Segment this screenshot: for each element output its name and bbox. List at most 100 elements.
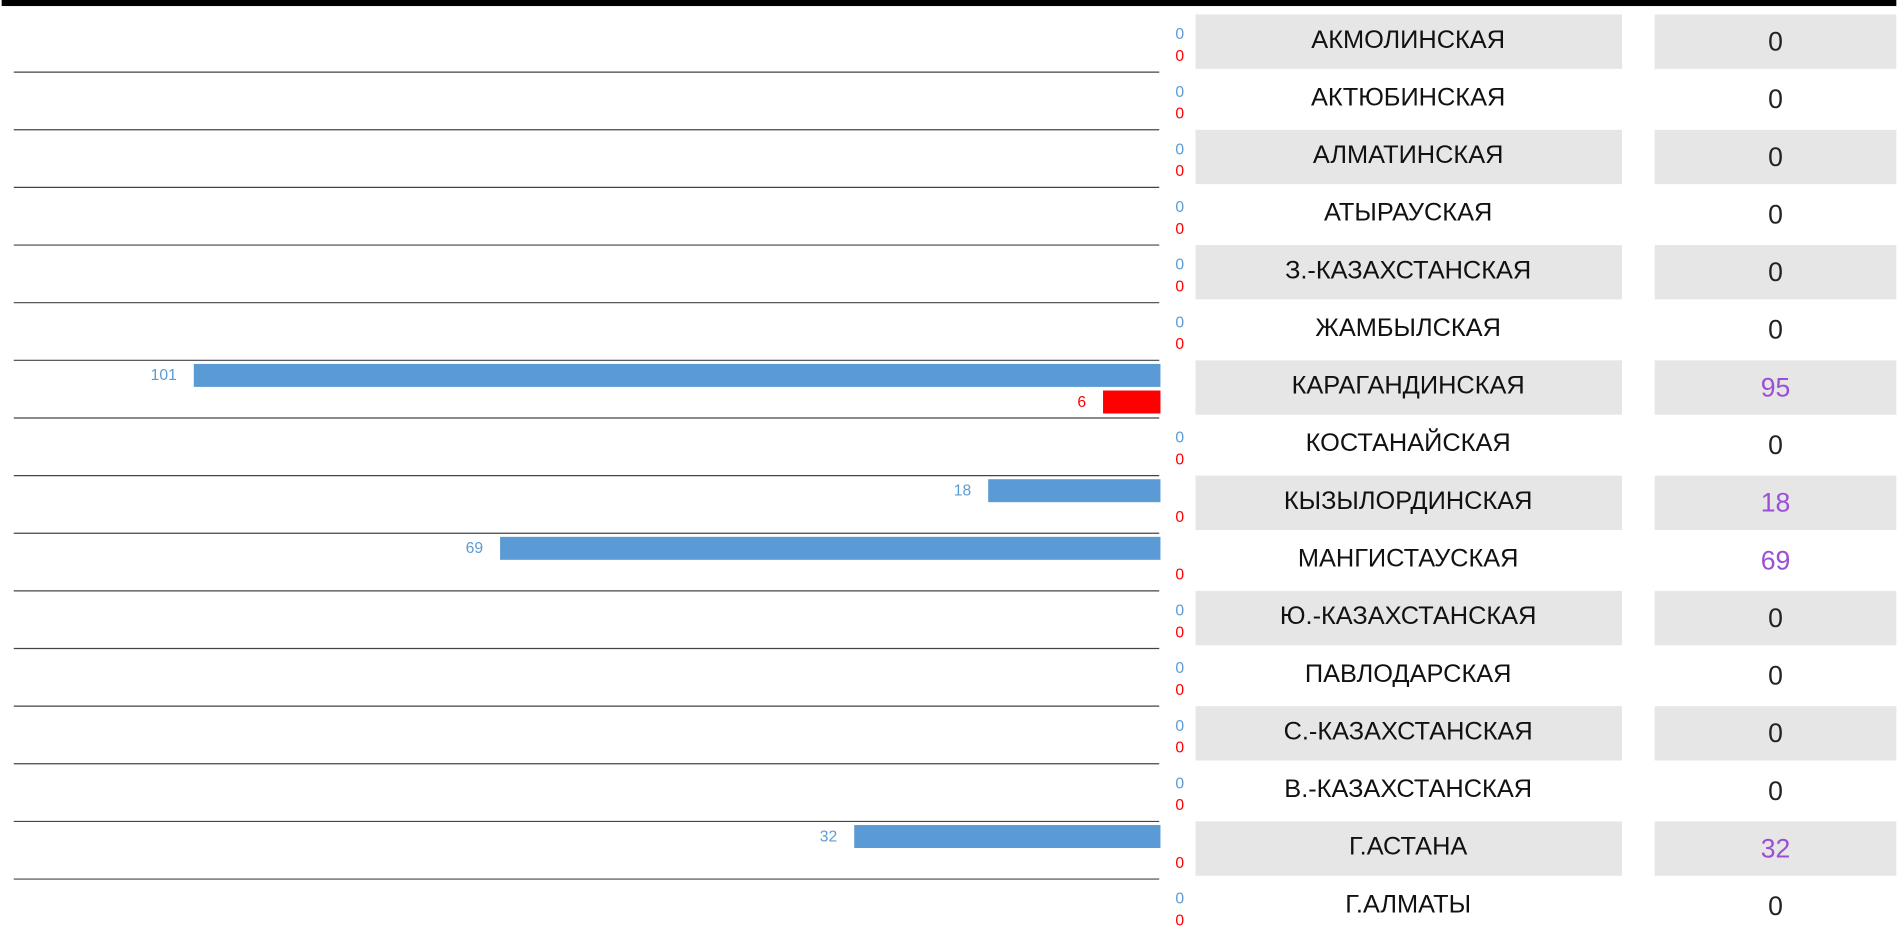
red-value-label: 0: [1175, 740, 1184, 757]
region-name: АКМОЛИНСКАЯ: [1311, 26, 1505, 54]
region-name: КАРАГАНДИНСКАЯ: [1292, 372, 1525, 400]
region-name: КЫЗЫЛОРДИНСКАЯ: [1284, 487, 1533, 515]
region-name: АТЫРАУСКАЯ: [1324, 199, 1492, 227]
blue-value-label: 0: [1175, 775, 1184, 792]
total-cell: [1654, 706, 1897, 761]
blue-bar: [193, 363, 1161, 387]
red-value-label: 0: [1175, 278, 1184, 295]
region-total: 69: [1761, 545, 1791, 575]
region-name: Ю.-КАЗАХСТАНСКАЯ: [1280, 602, 1536, 630]
total-cell: [1654, 245, 1897, 300]
blue-bar: [854, 825, 1161, 849]
total-cell: [1654, 417, 1897, 473]
region-total: 0: [1768, 257, 1783, 287]
red-value-label: 0: [1175, 912, 1184, 928]
region-name: Г.АСТАНА: [1349, 833, 1467, 861]
blue-value-label: 0: [1175, 430, 1184, 447]
region-total: 0: [1768, 718, 1783, 748]
total-cell: [1654, 590, 1897, 646]
region-name: МАНГИСТАУСКАЯ: [1298, 545, 1519, 573]
total-cell: [1654, 14, 1897, 69]
total-cell: [1654, 302, 1897, 358]
red-value-label: 0: [1175, 682, 1184, 699]
blue-value-label: 18: [954, 482, 972, 499]
blue-value-label: 0: [1175, 84, 1184, 101]
region-name: С.-КАЗАХСТАНСКАЯ: [1284, 717, 1533, 745]
region-total: 95: [1761, 372, 1791, 402]
region-cell: [1195, 763, 1623, 819]
region-name: Г.АЛМАТЫ: [1345, 890, 1471, 918]
blue-value-label: 0: [1175, 718, 1184, 735]
region-total: 0: [1768, 891, 1783, 921]
region-total: 0: [1768, 776, 1783, 806]
region-name: КОСТАНАЙСКАЯ: [1306, 427, 1511, 457]
region-cell: [1195, 821, 1623, 876]
total-cell: [1654, 187, 1897, 242]
region-total: 18: [1761, 488, 1791, 518]
region-total: 0: [1768, 27, 1783, 57]
region-cell: [1195, 648, 1623, 703]
red-value-label: 0: [1175, 48, 1184, 65]
red-value-label: 0: [1175, 624, 1184, 641]
region-total: 0: [1768, 84, 1783, 114]
total-cell: [1654, 821, 1897, 876]
total-cell: [1654, 763, 1897, 819]
region-cell: [1195, 475, 1623, 530]
region-cell: [1195, 72, 1623, 127]
total-cell: [1654, 533, 1897, 588]
region-cell: [1195, 245, 1623, 300]
region-name: В.-КАЗАХСТАНСКАЯ: [1284, 775, 1532, 803]
region-cell: [1195, 14, 1623, 69]
blue-value-label: 0: [1175, 314, 1184, 331]
region-name: ПАВЛОДАРСКАЯ: [1305, 660, 1512, 688]
blue-value-label: 69: [466, 540, 483, 557]
red-value-label: 0: [1175, 567, 1184, 584]
region-total: 0: [1768, 603, 1783, 633]
region-name: З.-КАЗАХСТАНСКАЯ: [1285, 256, 1531, 284]
total-cell: [1654, 129, 1897, 185]
region-name: АЛМАТИНСКАЯ: [1313, 141, 1504, 169]
blue-value-label: 0: [1175, 257, 1184, 274]
blue-value-label: 0: [1175, 603, 1184, 620]
blue-bar: [988, 479, 1161, 503]
red-value-label: 0: [1175, 451, 1184, 468]
region-total: 0: [1768, 142, 1783, 172]
region-total: 0: [1768, 199, 1783, 229]
red-value-label: 0: [1175, 106, 1184, 123]
red-bar: [1103, 390, 1161, 414]
red-value-label: 0: [1175, 797, 1184, 814]
region-total: 0: [1768, 315, 1783, 345]
red-value-label: 6: [1077, 394, 1086, 411]
red-value-label: 0: [1175, 163, 1184, 180]
blue-value-label: 0: [1175, 141, 1184, 158]
red-value-label: 0: [1175, 509, 1184, 526]
region-cell: [1195, 417, 1623, 473]
total-cell: [1654, 72, 1897, 127]
region-name: АКТЮБИНСКАЯ: [1311, 83, 1505, 111]
blue-value-label: 0: [1175, 891, 1184, 908]
region-total: 32: [1761, 833, 1791, 863]
blue-value-label: 0: [1175, 660, 1184, 677]
region-total: 0: [1768, 430, 1783, 460]
region-cell: [1195, 590, 1623, 646]
top-bar: [1, 0, 1897, 7]
region-cell: [1195, 302, 1623, 358]
total-cell: [1654, 475, 1897, 530]
red-value-label: 0: [1175, 855, 1184, 872]
blue-value-label: 0: [1175, 26, 1184, 43]
total-cell: [1654, 648, 1897, 703]
region-cell: [1195, 879, 1623, 928]
blue-bar: [500, 536, 1161, 560]
region-name: ЖАМБЫЛСКАЯ: [1315, 314, 1501, 342]
region-cell: [1195, 706, 1623, 761]
red-value-label: 0: [1175, 221, 1184, 238]
blue-value-label: 32: [820, 828, 837, 845]
blue-value-label: 0: [1175, 199, 1184, 216]
region-cell: [1195, 360, 1623, 415]
region-cell: [1195, 533, 1623, 588]
total-cell: [1654, 360, 1897, 415]
region-cell: [1195, 129, 1623, 185]
blue-value-label: 101: [151, 367, 177, 384]
